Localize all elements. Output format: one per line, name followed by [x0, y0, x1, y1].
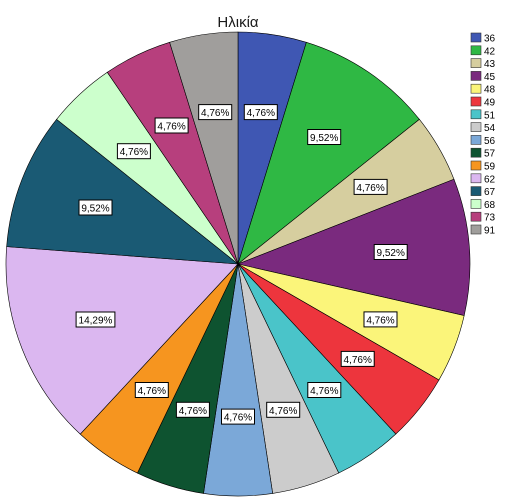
legend-label-91: 91 — [484, 226, 496, 237]
data-label-text: 4,76% — [120, 147, 148, 158]
legend-label-42: 42 — [484, 46, 496, 57]
data-label-text: 4,76% — [157, 122, 185, 133]
legend-label-51: 51 — [484, 110, 496, 121]
data-label-text: 4,76% — [269, 406, 297, 417]
data-label-box — [353, 178, 388, 195]
legend-label-73: 73 — [484, 213, 496, 224]
legend-label-54: 54 — [484, 123, 496, 134]
data-label-box — [75, 311, 116, 328]
data-label-box — [266, 401, 301, 418]
data-label-text: 4,76% — [179, 406, 207, 417]
legend-swatch-67 — [470, 186, 482, 196]
pie-slice-45 — [236, 178, 471, 316]
legend-label-36: 36 — [484, 34, 496, 45]
data-label-56: 4,76% — [221, 408, 255, 425]
data-label-box — [307, 382, 342, 398]
data-label-text: 9,52% — [310, 133, 338, 144]
data-label-68: 4,76% — [116, 143, 151, 160]
legend-label-49: 49 — [484, 98, 496, 109]
legend-label-68: 68 — [484, 200, 496, 211]
legend-swatch-48 — [470, 83, 482, 94]
data-label-36: 4,76% — [243, 104, 278, 121]
legend-swatch-68 — [470, 199, 482, 209]
data-label-91: 4,76% — [198, 104, 233, 121]
data-label-text: 4,76% — [366, 315, 394, 326]
data-label-box — [78, 199, 113, 216]
legend-swatch-62 — [470, 173, 482, 184]
data-label-48: 4,76% — [363, 311, 398, 328]
data-label-text: 4,76% — [138, 386, 166, 397]
data-label-42: 9,52% — [307, 129, 342, 145]
data-label-51: 4,76% — [307, 382, 342, 398]
legend-swatch-42 — [470, 45, 482, 56]
legend-label-45: 45 — [484, 72, 496, 83]
data-label-text: 4,76% — [247, 108, 275, 119]
data-label-73: 4,76% — [154, 117, 189, 134]
legend-swatch-49 — [470, 96, 482, 107]
legend-label-43: 43 — [484, 59, 496, 70]
pie-slice-62 — [5, 246, 239, 435]
legend-swatch-36 — [470, 32, 482, 43]
data-label-box — [340, 350, 375, 367]
data-label-text: 4,76% — [201, 108, 229, 119]
data-label-box — [116, 143, 151, 160]
legend-swatch-54 — [470, 122, 482, 132]
pie-slice-91 — [169, 31, 239, 265]
pie-slice-42 — [237, 41, 420, 265]
data-label-57: 4,76% — [175, 401, 210, 418]
data-label-box — [154, 117, 189, 134]
data-label-text: 4,76% — [310, 386, 338, 397]
data-label-box — [363, 311, 398, 328]
legend-swatch-73 — [470, 211, 482, 222]
data-label-box — [221, 408, 255, 425]
data-label-box — [307, 129, 342, 145]
pie-slices — [5, 31, 471, 497]
legend-label-62: 62 — [484, 174, 496, 185]
data-label-box — [373, 244, 408, 260]
legend-swatch-43 — [470, 58, 482, 68]
data-label-text: 4,76% — [344, 355, 372, 366]
data-label-54: 4,76% — [266, 401, 301, 418]
data-label-text: 4,76% — [356, 183, 384, 194]
legend-swatch-91 — [470, 224, 482, 235]
pie-slice-67 — [6, 118, 239, 265]
data-label-45: 9,52% — [373, 244, 408, 260]
legend-label-57: 57 — [484, 149, 496, 160]
data-label-43: 4,76% — [353, 178, 388, 195]
legend-swatch-57 — [470, 147, 482, 158]
legend-swatch-51 — [470, 109, 482, 120]
data-label-box — [175, 401, 210, 418]
legend-label-48: 48 — [484, 85, 496, 96]
pie-labels: 4,76% 9,52% 4,76% 9,52% 4,76% 4,76% 4,76% 4,76%… — [75, 104, 408, 425]
legend-label-59: 59 — [484, 162, 496, 173]
data-label-box — [243, 104, 278, 121]
legend-swatch-56 — [470, 135, 482, 145]
chart-title: Ηλικία — [217, 14, 258, 31]
legend-swatch-45 — [470, 71, 482, 81]
data-label-text: 9,52% — [377, 248, 405, 259]
legend-label-67: 67 — [484, 187, 496, 198]
data-label-text: 9,52% — [81, 204, 109, 215]
data-label-67: 9,52% — [78, 199, 113, 216]
data-label-box — [134, 382, 169, 398]
legend-label-56: 56 — [484, 136, 496, 147]
data-label-text: 4,76% — [224, 413, 252, 424]
data-label-box — [198, 104, 233, 121]
data-label-text: 14,29% — [79, 316, 113, 327]
data-label-59: 4,76% — [134, 382, 169, 398]
data-label-62: 14,29% — [75, 311, 116, 328]
legend-swatch-59 — [470, 160, 482, 171]
data-label-49: 4,76% — [340, 350, 375, 367]
